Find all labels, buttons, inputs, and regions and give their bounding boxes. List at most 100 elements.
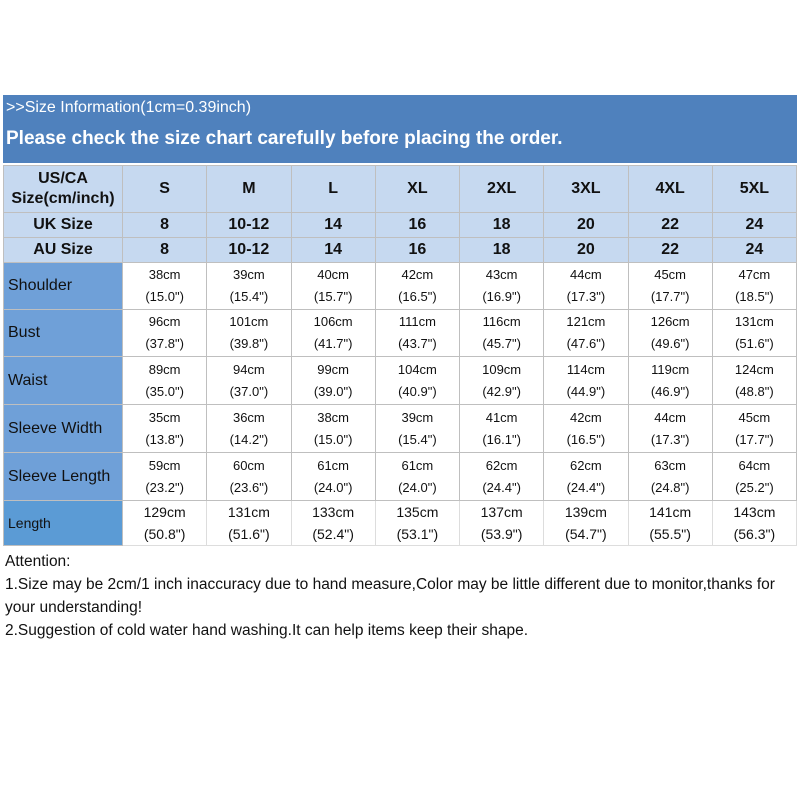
cm-value: 129cm xyxy=(143,504,186,520)
cm-value: 131cm xyxy=(734,314,774,329)
measure-row: Bust 96cm (37.8") 101cm (39.8") 106cm (41.7") 1… xyxy=(3,309,798,357)
measure-cell: 35cm (13.8") xyxy=(121,404,208,453)
inch-value: (40.9") xyxy=(398,383,437,399)
measure-cell: 124cm (48.8") xyxy=(711,356,798,405)
size-cell: 10-12 xyxy=(206,237,292,263)
inch-value: (51.6") xyxy=(735,336,774,351)
measure-cell: 104cm (40.9") xyxy=(374,356,461,405)
measure-cell: 38cm (15.0") xyxy=(290,404,376,453)
inch-value: (23.6") xyxy=(229,479,269,495)
cm-value: 62cm xyxy=(485,457,518,473)
measure-cell: 44cm (17.3") xyxy=(627,404,713,453)
measure-cell: 143cm (56.3") xyxy=(711,500,798,546)
measure-cell: 64cm (25.2") xyxy=(711,452,798,501)
measure-label: Bust xyxy=(3,309,123,357)
size-cell: L xyxy=(290,165,376,213)
cm-value: 47cm xyxy=(738,267,771,282)
size-cell: XL xyxy=(374,165,461,213)
size-cell: 4XL xyxy=(627,165,713,213)
measure-cell: 60cm (23.6") xyxy=(206,452,292,501)
measure-cell: 137cm (53.9") xyxy=(458,500,545,546)
measure-cell: 62cm (24.4") xyxy=(458,452,545,501)
cm-value: 119cm xyxy=(651,361,690,377)
cm-value: 44cm xyxy=(569,267,602,282)
inch-value: (15.0") xyxy=(145,289,184,304)
cm-value: 143cm xyxy=(733,504,776,520)
inch-value: (16.5") xyxy=(566,431,606,447)
size-cell: 5XL xyxy=(711,165,798,213)
measure-row: Length 129cm (50.8") 131cm (51.6") 133cm (52.4… xyxy=(3,500,798,546)
inch-value: (18.5") xyxy=(735,289,774,304)
cm-value: 121cm xyxy=(566,314,606,329)
measure-cell: 41cm (16.1") xyxy=(458,404,545,453)
measure-cell: 63cm (24.8") xyxy=(627,452,713,501)
inch-value: (15.0") xyxy=(313,431,353,447)
size-cell: 3XL xyxy=(543,165,629,213)
measure-cell: 36cm (14.2") xyxy=(206,404,292,453)
inch-value: (56.3") xyxy=(733,526,776,542)
measure-cell: 42cm (16.5") xyxy=(374,262,461,310)
cm-value: 126cm xyxy=(650,314,690,329)
inch-value: (17.7") xyxy=(735,431,774,447)
inch-value: (24.4") xyxy=(482,479,521,495)
size-cell: 16 xyxy=(374,237,461,263)
inch-value: (15.7") xyxy=(313,289,353,304)
measure-cell: 131cm (51.6") xyxy=(711,309,798,357)
measure-cell: 133cm (52.4") xyxy=(290,500,376,546)
cm-value: 61cm xyxy=(401,457,434,473)
cm-value: 133cm xyxy=(312,504,355,520)
measure-cell: 106cm (41.7") xyxy=(290,309,376,357)
cm-value: 45cm xyxy=(654,267,687,282)
measure-cell: 121cm (47.6") xyxy=(543,309,629,357)
inch-value: (13.8") xyxy=(145,431,184,447)
measure-cell: 45cm (17.7") xyxy=(711,404,798,453)
measure-cell: 61cm (24.0") xyxy=(374,452,461,501)
measure-cell: 99cm (39.0") xyxy=(290,356,376,405)
measure-cell: 116cm (45.7") xyxy=(458,309,545,357)
cm-value: 94cm xyxy=(232,361,265,377)
note-item: 2.Suggestion of cold water hand washing.… xyxy=(5,622,529,639)
measure-label: Waist xyxy=(3,356,123,405)
measure-cell: 139cm (54.7") xyxy=(543,500,629,546)
inch-value: (16.5") xyxy=(398,289,437,304)
inch-value: (44.9") xyxy=(566,383,606,399)
size-cell: M xyxy=(206,165,292,213)
measure-cell: 40cm (15.7") xyxy=(290,262,376,310)
size-cell: 8 xyxy=(121,237,208,263)
inch-value: (39.0") xyxy=(313,383,353,399)
note-item: 1.Size may be 2cm/1 inch inaccuracy due … xyxy=(5,576,775,616)
measure-row: Shoulder 38cm (15.0") 39cm (15.4") 40cm (15.7"… xyxy=(3,262,798,310)
size-cell: 8 xyxy=(121,212,208,238)
measure-cell: 59cm (23.2") xyxy=(121,452,208,501)
measure-cell: 119cm (46.9") xyxy=(627,356,713,405)
size-label: US/CA Size(cm/inch) xyxy=(3,165,123,213)
measure-cell: 43cm (16.9") xyxy=(458,262,545,310)
size-row: AU Size 8 10-12 14 16 18 20 22 24 xyxy=(3,237,798,263)
size-label: AU Size xyxy=(3,237,123,263)
cm-value: 106cm xyxy=(313,314,353,329)
inch-value: (37.8") xyxy=(145,336,184,351)
cm-value: 35cm xyxy=(148,409,181,425)
inch-value: (48.8") xyxy=(735,383,774,399)
cm-value: 114cm xyxy=(566,361,605,377)
cm-value: 135cm xyxy=(396,504,439,520)
size-cell: 18 xyxy=(458,212,545,238)
size-row: US/CA Size(cm/inch) S M L XL 2XL 3XL 4XL 5XL xyxy=(3,165,798,213)
inch-value: (41.7") xyxy=(313,336,353,351)
measure-cell: 96cm (37.8") xyxy=(121,309,208,357)
inch-value: (54.7") xyxy=(565,526,607,542)
measure-cell: 89cm (35.0") xyxy=(121,356,208,405)
inch-value: (47.6") xyxy=(566,336,606,351)
size-cell: 16 xyxy=(374,212,461,238)
cm-value: 45cm xyxy=(738,409,771,425)
size-row: UK Size 8 10-12 14 16 18 20 22 24 xyxy=(3,212,798,238)
size-table: US/CA Size(cm/inch) S M L XL 2XL 3XL 4XL 5XL UK S… xyxy=(3,165,798,546)
measure-cell: 42cm (16.5") xyxy=(543,404,629,453)
cm-value: 39cm xyxy=(401,409,434,425)
cm-value: 44cm xyxy=(654,409,687,425)
measure-label: Sleeve Width xyxy=(3,404,123,453)
size-cell: 24 xyxy=(711,237,798,263)
size-cell: 18 xyxy=(458,237,545,263)
cm-value: 62cm xyxy=(569,457,602,473)
